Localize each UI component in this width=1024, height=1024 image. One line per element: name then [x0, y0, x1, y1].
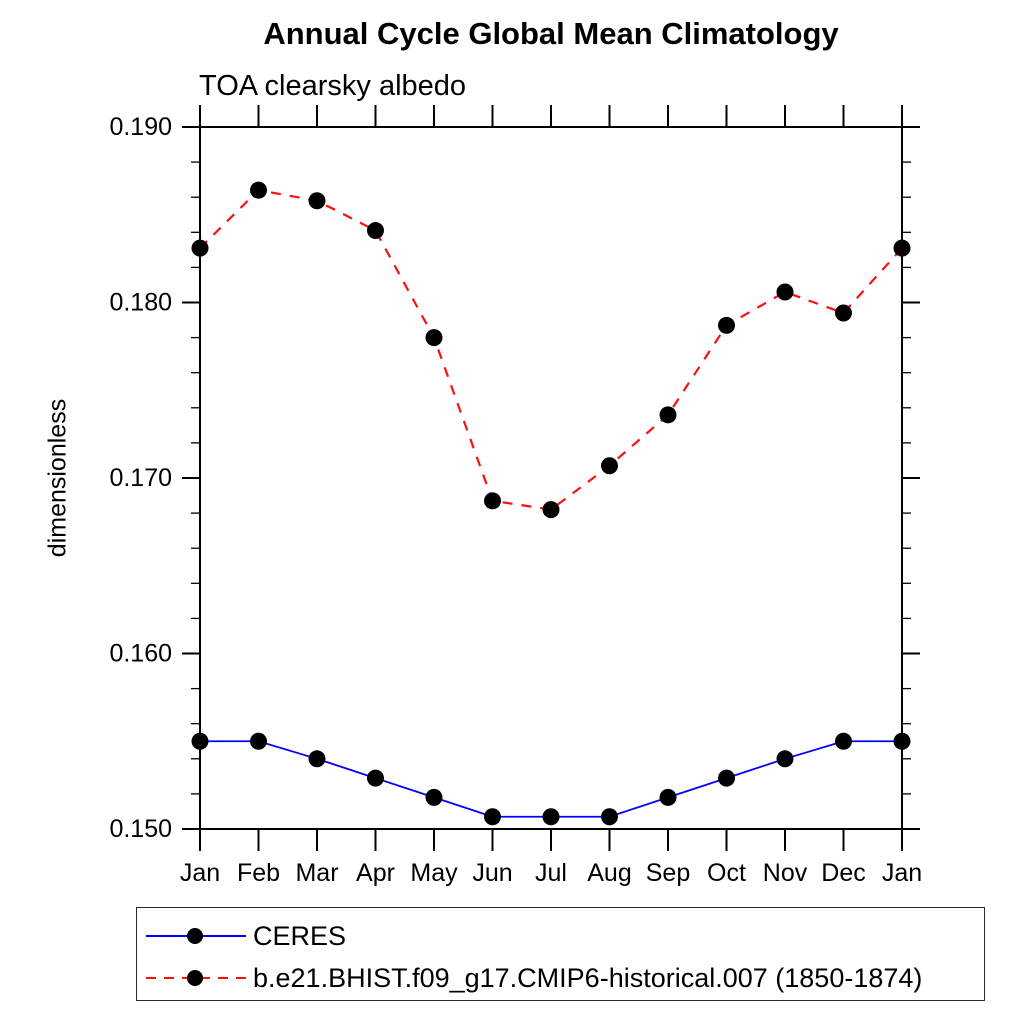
- y-tick-label: 0.160: [109, 640, 172, 668]
- series-line-1: [199, 188, 903, 511]
- legend-item-ceres: CERES: [137, 915, 984, 957]
- legend-line-sample: [146, 970, 246, 986]
- series-1-marker: [367, 222, 384, 240]
- series-1-marker: [191, 239, 209, 257]
- y-tick-label: 0.170: [109, 464, 172, 492]
- series-1-marker: [425, 329, 443, 347]
- series-0-marker: [367, 769, 384, 787]
- x-tick-label: Dec: [821, 859, 865, 887]
- series-1-marker: [484, 492, 501, 510]
- series-1-marker: [835, 304, 852, 322]
- series-0-marker: [659, 788, 677, 806]
- series-0-marker: [776, 750, 794, 768]
- x-tick-label: May: [410, 859, 458, 887]
- x-tick-label: Jun: [472, 859, 512, 887]
- series-1-marker: [542, 501, 560, 519]
- series-0-marker: [835, 732, 852, 750]
- x-tick-label: Apr: [356, 859, 395, 887]
- legend-label: b.e21.BHIST.f09_g17.CMIP6-historical.007…: [253, 962, 923, 993]
- series-1-marker: [718, 316, 735, 334]
- series-1-marker: [250, 181, 267, 199]
- series-1-marker: [601, 457, 618, 475]
- plot-frame: [199, 126, 903, 830]
- x-tick-label: Sep: [646, 859, 690, 887]
- series-0-marker: [542, 808, 560, 826]
- series-0-marker: [191, 732, 209, 750]
- chart-subtitle: TOA clearsky albedo: [199, 70, 467, 102]
- legend-item-model: b.e21.BHIST.f09_g17.CMIP6-historical.007…: [137, 957, 984, 999]
- series-1-marker: [659, 406, 677, 424]
- chart-title: Annual Cycle Global Mean Climatology: [263, 16, 839, 51]
- x-tick-label: Nov: [763, 859, 808, 887]
- x-tick-label: Oct: [707, 859, 746, 887]
- legend-label: CERES: [253, 920, 347, 951]
- x-tick-label: Jan: [180, 859, 220, 887]
- series-0-marker: [250, 732, 267, 750]
- series-line-0: [200, 740, 902, 818]
- y-tick-label: 0.150: [109, 815, 172, 843]
- legend-line-sample: [146, 928, 246, 944]
- x-tick-label: Mar: [295, 859, 338, 887]
- series-1-marker: [893, 239, 911, 257]
- series-0-marker: [484, 808, 501, 826]
- series-0-marker: [601, 808, 618, 826]
- series-0-marker: [893, 732, 911, 750]
- series-0-marker: [425, 788, 443, 806]
- x-tick-label: Jul: [535, 859, 567, 887]
- y-tick-label: 0.190: [109, 113, 172, 141]
- series-0-marker: [718, 769, 735, 787]
- series-1-marker: [308, 192, 326, 210]
- series-1-marker: [776, 283, 794, 301]
- x-tick-label: Aug: [587, 859, 631, 887]
- series-0-marker: [308, 750, 326, 768]
- y-tick-label: 0.180: [109, 289, 172, 317]
- chart-legend: CERES b.e21.BHIST.f09_g17.CMIP6-historic…: [136, 907, 985, 1001]
- x-tick-label: Feb: [237, 859, 280, 887]
- x-tick-label: Jan: [882, 859, 922, 887]
